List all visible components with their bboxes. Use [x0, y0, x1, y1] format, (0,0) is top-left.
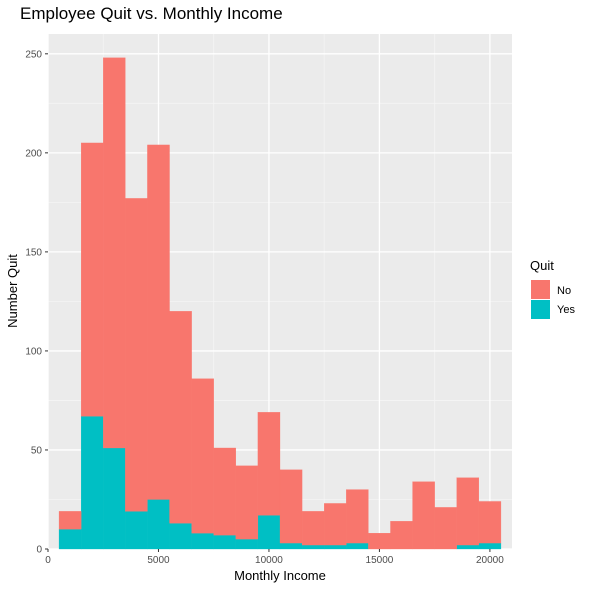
bar-yes-5000 [147, 499, 170, 550]
y-tick-label: 50 [31, 445, 43, 456]
bar-no-5000 [147, 144, 170, 500]
bar-yes-3000 [103, 447, 126, 550]
bar-no-16000 [390, 521, 413, 550]
bar-no-19000 [456, 477, 480, 546]
bar-no-12000 [301, 511, 325, 546]
bar-yes-1000 [58, 529, 82, 550]
legend-label-no: No [557, 285, 571, 297]
bar-no-20000 [478, 501, 502, 544]
bar-no-17000 [412, 481, 435, 550]
bar-no-15000 [368, 533, 391, 550]
bar-no-13000 [324, 503, 347, 546]
x-tick-label: 15000 [366, 555, 394, 566]
x-tick-label: 20000 [476, 555, 504, 566]
x-tick-label: 10000 [255, 555, 283, 566]
y-tick-label: 250 [25, 49, 42, 60]
x-tick-label: 0 [45, 555, 51, 566]
bar-yes-8000 [213, 534, 236, 550]
bar-no-3000 [103, 57, 126, 449]
bar-yes-19000 [456, 544, 480, 550]
bar-yes-20000 [478, 542, 502, 550]
legend-title: Quit [530, 258, 554, 273]
x-axis-title: Monthly Income [234, 568, 326, 583]
chart-title: Employee Quit vs. Monthly Income [20, 4, 283, 23]
y-tick-label: 150 [25, 247, 42, 258]
bar-yes-13000 [324, 544, 347, 550]
bar-yes-14000 [346, 542, 369, 550]
legend-key-yes [531, 300, 550, 319]
y-axis-title: Number Quit [5, 254, 20, 328]
y-tick-label: 0 [36, 545, 42, 556]
legend-label-yes: Yes [557, 304, 575, 316]
histogram-bars [58, 57, 502, 550]
bar-yes-9000 [235, 538, 259, 550]
bar-yes-2000 [80, 416, 104, 550]
bar-no-1000 [58, 511, 82, 530]
bar-no-18000 [434, 507, 457, 550]
bar-no-4000 [125, 198, 148, 512]
bar-no-10000 [257, 412, 281, 516]
bar-yes-4000 [125, 511, 148, 550]
bar-no-8000 [213, 447, 236, 536]
y-tick-label: 100 [25, 346, 42, 357]
y-tick-label: 200 [25, 148, 42, 159]
bar-yes-7000 [191, 533, 214, 550]
legend-key-no [531, 280, 550, 299]
bar-no-11000 [279, 469, 303, 544]
bar-no-9000 [235, 465, 259, 540]
bar-yes-10000 [257, 515, 281, 550]
bar-yes-6000 [169, 523, 192, 550]
axis-ticks: 0 5000 10000 15000 20000 0 50 100 150 200 250 [25, 49, 504, 566]
bar-yes-11000 [279, 542, 303, 550]
bar-no-14000 [346, 489, 369, 544]
bar-no-7000 [191, 378, 214, 534]
bar-no-6000 [169, 311, 192, 524]
bar-yes-12000 [301, 544, 325, 550]
legend: Quit No Yes [530, 258, 575, 319]
bar-no-2000 [80, 142, 104, 417]
x-tick-label: 5000 [147, 555, 170, 566]
